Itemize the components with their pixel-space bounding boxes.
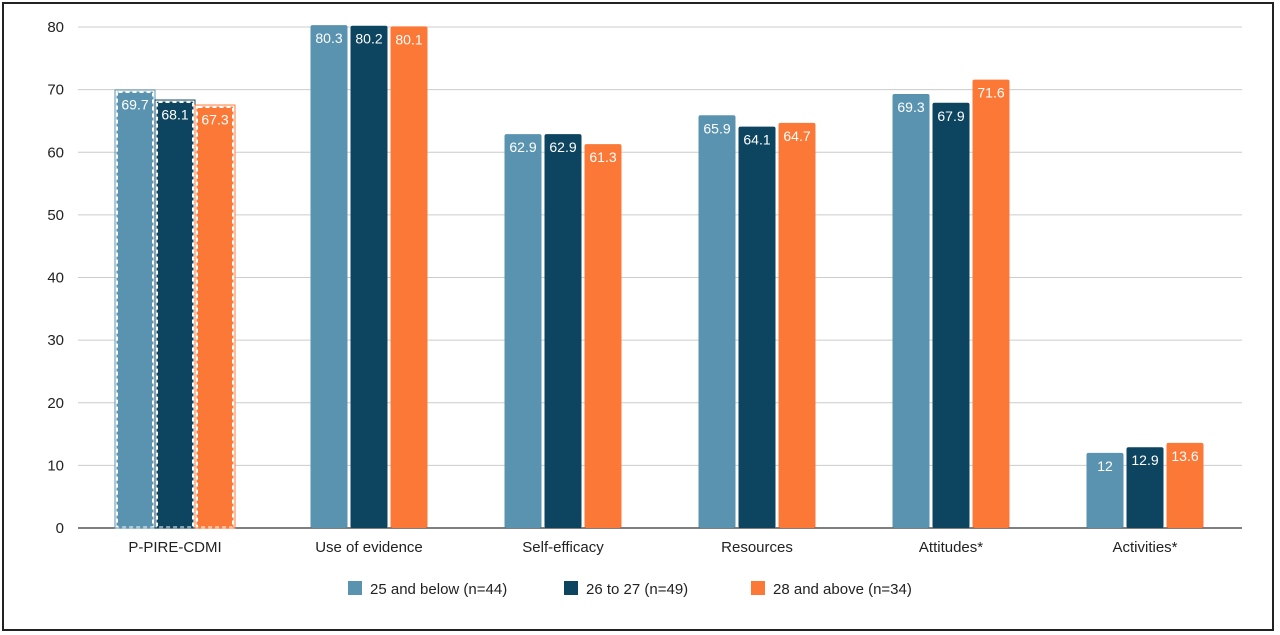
x-tick-label: Self-efficacy: [522, 539, 604, 556]
legend-swatch: [751, 581, 765, 595]
bar: [310, 25, 348, 529]
data-label: 13.6: [1171, 448, 1198, 464]
x-tick-label: Use of evidence: [315, 539, 423, 556]
x-tick-label: Activities*: [1112, 539, 1177, 556]
bar: [972, 79, 1010, 528]
data-label: 69.7: [121, 97, 148, 113]
data-label: 61.3: [589, 149, 616, 165]
data-label: 68.1: [161, 107, 188, 123]
data-label: 69.3: [897, 99, 924, 115]
y-tick-label: 70: [47, 82, 64, 99]
legend-swatch: [348, 581, 362, 595]
data-label: 80.1: [395, 31, 422, 47]
x-tick-label: Attitudes*: [919, 539, 983, 556]
data-label: 67.9: [937, 108, 964, 124]
y-tick-label: 20: [47, 395, 64, 412]
data-label: 67.3: [201, 112, 228, 128]
x-axis: P-PIRE-CDMI Use of evidence Self-efficacy R…: [128, 539, 1177, 556]
legend-label: 26 to 27 (n=49): [586, 581, 688, 598]
bars: 69.7 68.1 67.3 80.3 80.2 80.1 62.9 62.9 61.3 65.9…: [114, 25, 1204, 530]
bar: [390, 26, 428, 529]
bar: [698, 115, 736, 529]
data-label: 64.7: [783, 128, 810, 144]
data-label: 80.2: [355, 31, 382, 47]
legend-label: 28 and above (n=34): [773, 581, 912, 598]
bar: [584, 144, 622, 528]
data-label: 64.1: [743, 132, 770, 148]
bar: [195, 105, 235, 530]
y-tick-label: 80: [47, 19, 64, 36]
bar: [778, 122, 816, 528]
data-label: 62.9: [509, 139, 536, 155]
bar: [115, 90, 155, 530]
bar: [1086, 452, 1124, 528]
y-tick-label: 50: [47, 207, 64, 224]
x-tick-label: P-PIRE-CDMI: [128, 539, 221, 556]
y-tick-label: 10: [47, 457, 64, 474]
bar: [350, 25, 388, 529]
legend: 25 and below (n=44) 26 to 27 (n=49) 28 and…: [348, 581, 912, 598]
data-label: 12.9: [1131, 452, 1158, 468]
bar: [504, 134, 542, 528]
bar: [892, 94, 930, 528]
y-tick-label: 0: [56, 520, 64, 537]
data-label: 62.9: [549, 139, 576, 155]
data-label: 80.3: [315, 30, 342, 46]
y-tick-label: 30: [47, 332, 64, 349]
gridlines: [78, 26, 1242, 529]
y-tick-label: 40: [47, 270, 64, 287]
y-axis: 0 10 20 30 40 50 60 70 80: [47, 19, 64, 537]
bar: [738, 126, 776, 528]
legend-swatch: [564, 581, 578, 595]
bar-chart: 0 10 20 30 40 50 60 70 80 69.7 68.1 67.3 80.3 80.2 80…: [47, 19, 1242, 598]
bar: [1166, 442, 1204, 528]
x-tick-label: Resources: [721, 539, 793, 556]
bar: [932, 102, 970, 529]
bar: [155, 100, 195, 530]
data-label: 71.6: [977, 85, 1004, 101]
bar: [544, 134, 582, 528]
data-label: 65.9: [703, 120, 730, 136]
bar: [1126, 447, 1164, 528]
legend-label: 25 and below (n=44): [370, 581, 507, 598]
bar-outline: [194, 104, 236, 529]
y-tick-label: 60: [47, 144, 64, 161]
data-label: 12: [1097, 458, 1113, 474]
